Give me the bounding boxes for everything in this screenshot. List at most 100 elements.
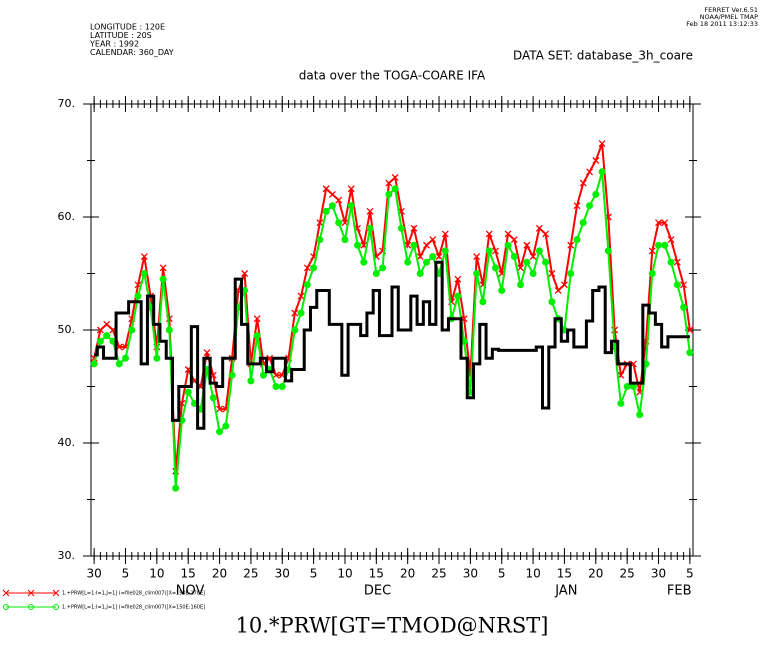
marker-x — [435, 253, 443, 261]
marker-circle — [372, 270, 380, 277]
marker-circle — [510, 253, 518, 261]
marker-circle — [498, 286, 506, 294]
marker-circle — [385, 190, 393, 198]
header-stamp: FERRET Ver.6.51 — [704, 6, 758, 14]
marker-x — [586, 168, 593, 176]
marker-circle — [272, 383, 280, 390]
header-info: YEAR : 1992 — [89, 40, 139, 49]
marker-circle — [184, 388, 192, 396]
x-tick-label: 30 — [463, 567, 478, 581]
marker-circle — [354, 241, 362, 249]
marker-x — [328, 190, 336, 198]
marker-circle — [404, 258, 412, 266]
header-info: LATITUDE : 20S — [90, 31, 152, 40]
marker-circle — [592, 190, 600, 198]
marker-x — [535, 224, 543, 232]
header-stamp: Feb 18 2011 13:12:33 — [686, 20, 758, 28]
marker-circle — [667, 258, 675, 266]
marker-x — [680, 281, 688, 289]
marker-circle — [416, 270, 424, 277]
marker-circle — [310, 264, 318, 272]
x-tick-label: 5 — [686, 567, 694, 581]
marker-x — [96, 326, 104, 334]
chart-title: data over the TOGA-COARE IFA — [299, 69, 486, 83]
marker-circle — [322, 207, 330, 215]
marker-circle — [297, 309, 305, 317]
marker-circle — [491, 264, 499, 272]
marker-circle — [604, 247, 612, 255]
marker-x — [648, 247, 656, 255]
chart-subtitle: DATA SET: database_3h_coare — [513, 49, 693, 63]
marker-x — [504, 230, 512, 238]
marker-x — [391, 173, 399, 181]
marker-circle — [153, 354, 161, 362]
marker-circle — [335, 219, 343, 227]
marker-circle — [253, 332, 261, 340]
marker-x — [592, 157, 600, 164]
marker-circle — [573, 236, 581, 244]
x-tick-label: 15 — [557, 567, 572, 581]
x-month-label: FEB — [667, 584, 692, 599]
marker-x — [598, 140, 606, 148]
x-tick-label: 30 — [86, 567, 101, 581]
marker-circle — [303, 281, 311, 289]
x-tick-label: 10 — [525, 567, 540, 581]
x-tick-label: 5 — [498, 567, 506, 581]
marker-circle — [636, 411, 644, 419]
marker-circle — [661, 241, 669, 249]
marker-circle — [121, 354, 129, 362]
marker-x — [303, 264, 311, 272]
marker-circle — [128, 326, 136, 334]
x-tick-label: 10 — [337, 567, 352, 581]
marker-circle — [422, 258, 430, 266]
marker-circle — [379, 264, 387, 272]
marker-circle — [115, 360, 123, 368]
marker-circle — [567, 270, 575, 277]
marker-x — [485, 230, 493, 238]
marker-circle — [542, 258, 550, 266]
marker-x — [661, 219, 669, 227]
marker-x — [322, 185, 330, 193]
x-tick-label: 15 — [181, 567, 196, 581]
x-axis-label: 10.*PRW[GT=TMOD@NRST] — [236, 614, 549, 638]
marker-x — [542, 230, 550, 238]
marker-circle — [159, 275, 167, 283]
marker-circle — [259, 371, 267, 379]
marker-circle — [90, 360, 98, 368]
x-tick-label: 30 — [651, 567, 666, 581]
x-tick-label: 5 — [122, 567, 130, 581]
marker-circle — [397, 224, 405, 232]
legend-marker — [52, 589, 60, 597]
marker-circle — [673, 281, 681, 289]
marker-x — [385, 179, 393, 187]
marker-x — [517, 264, 525, 272]
marker-x — [567, 241, 575, 249]
x-tick-label: 20 — [588, 567, 603, 581]
marker-x — [548, 270, 556, 277]
x-tick-label: 30 — [275, 567, 290, 581]
marker-x — [316, 219, 324, 227]
x-month-label: DEC — [364, 584, 391, 599]
marker-circle — [410, 241, 418, 249]
marker-circle — [216, 428, 224, 436]
marker-x — [410, 224, 418, 232]
marker-x — [655, 219, 662, 227]
legend-marker — [28, 604, 34, 610]
marker-x — [241, 270, 249, 277]
x-month-label: JAN — [554, 584, 577, 599]
legend-label: 1.+PRW[L=1:I=1,J=1] (=file028_clim007)[X… — [62, 591, 205, 597]
marker-x — [291, 309, 299, 317]
marker-circle — [529, 270, 537, 277]
marker-circle — [429, 253, 437, 261]
legend-marker — [27, 589, 35, 597]
marker-x — [347, 185, 355, 193]
marker-x — [529, 253, 537, 261]
marker-x — [159, 264, 167, 272]
marker-circle — [391, 185, 399, 193]
marker-circle — [278, 383, 286, 390]
marker-x — [140, 253, 148, 261]
marker-circle — [586, 202, 594, 210]
legend-marker — [53, 604, 59, 610]
marker-x — [216, 405, 224, 413]
x-tick-label: 25 — [243, 567, 258, 581]
